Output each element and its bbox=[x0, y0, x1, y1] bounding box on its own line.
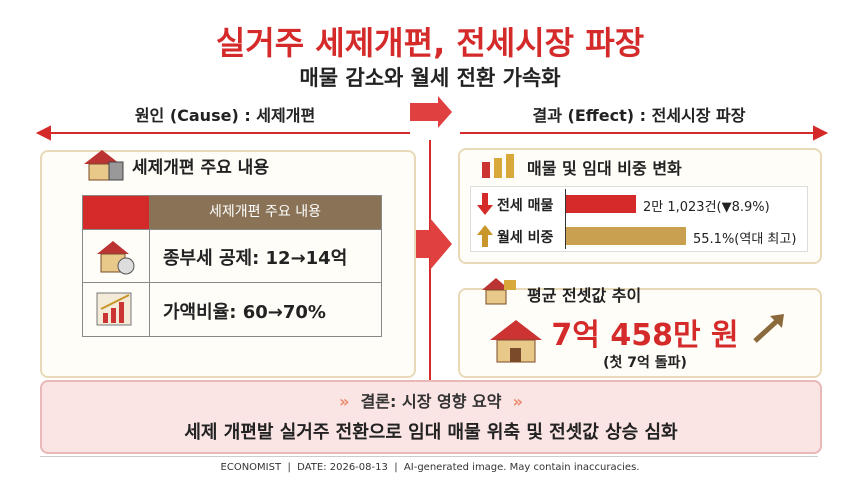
price-title: 평균 전셋값 추이 bbox=[527, 286, 642, 305]
change-rows: 전세 매물 월세 비중 2만 1,023건(▼8.9%) 55.1%(역대 최고… bbox=[470, 186, 808, 252]
bar bbox=[566, 195, 636, 213]
title: 실거주 세제개편, 전세시장 파장 bbox=[215, 24, 645, 62]
tax-icon bbox=[97, 241, 135, 275]
bar bbox=[566, 227, 686, 245]
price-value: 7억 458만 원 bbox=[551, 318, 739, 353]
price-note: (첫 7억 돌파) bbox=[603, 355, 687, 371]
conclusion-title: » 결론: 시장 영향 요약 » bbox=[339, 392, 523, 411]
chart-icon bbox=[96, 292, 132, 326]
coins-icon bbox=[482, 154, 514, 178]
conclusion-title-text: 결론: 시장 영향 요약 bbox=[360, 392, 502, 411]
row-label: 전세 매물 bbox=[497, 198, 554, 214]
conclusion-text: 세제 개편발 실거주 전환으로 임대 매물 위축 및 전셋값 상승 심화 bbox=[184, 422, 678, 443]
table: 세제개편 주요 내용 종부세 공제: 12→14억 가액비율: 60→70% bbox=[82, 195, 382, 337]
row-label: 월세 비중 bbox=[497, 230, 554, 246]
table-row: 종부세 공제: 12→14억 bbox=[163, 248, 348, 269]
table-header: 세제개편 주요 내용 bbox=[149, 196, 381, 229]
effect-heading: 결과 (Effect) : 전세시장 파장 bbox=[532, 106, 746, 125]
subtitle: 매물 감소와 월세 전환 가속화 bbox=[299, 66, 561, 90]
table-row: 가액비율: 60→70% bbox=[163, 302, 326, 323]
row-value: 2만 1,023건(▼8.9%) bbox=[643, 200, 770, 215]
row-value: 55.1%(역대 최고) bbox=[693, 232, 797, 247]
cause-heading: 원인 (Cause) : 세제개편 bbox=[134, 106, 316, 125]
house-icon bbox=[84, 150, 124, 181]
cause-panel-title: 세제개편 주요 내용 bbox=[132, 158, 269, 178]
house-tag-icon bbox=[482, 278, 516, 305]
conclusion-panel: » 결론: 시장 영향 요약 » 세제 개편발 실거주 전환으로 임대 매물 위… bbox=[40, 380, 822, 454]
change-title: 매물 및 임대 비중 변화 bbox=[527, 159, 682, 178]
up-arrow bbox=[753, 314, 784, 343]
footer: ECONOMIST | DATE: 2026-08-13 | AI-genera… bbox=[220, 462, 640, 473]
house-icon bbox=[490, 320, 542, 363]
